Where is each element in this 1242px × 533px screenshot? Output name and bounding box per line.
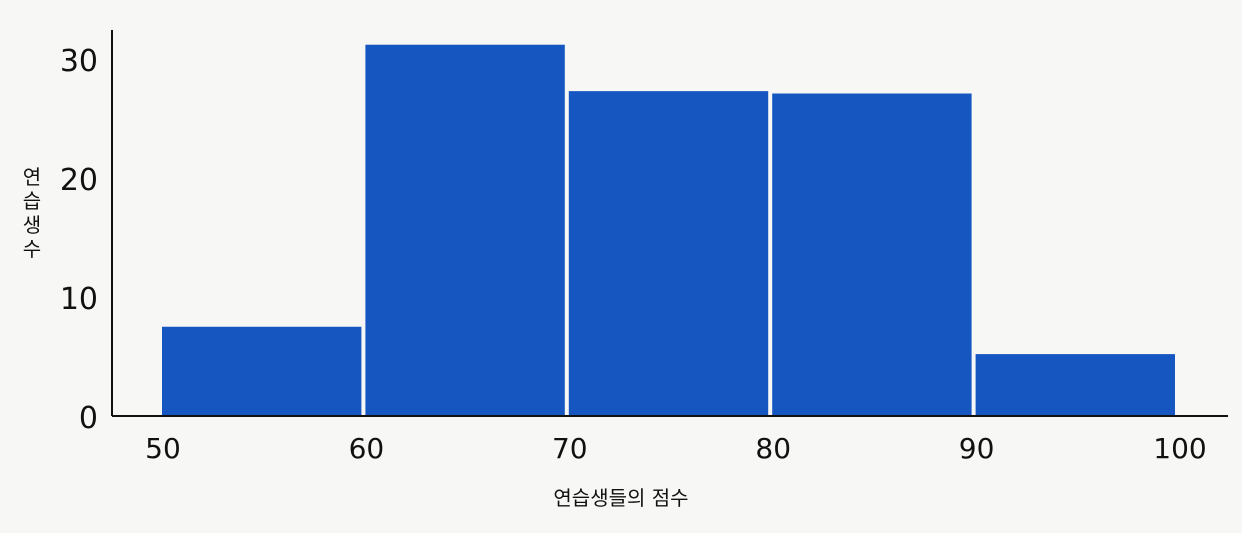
y-tick-label: 30 (60, 44, 98, 79)
histogram-bar-50-60 (162, 326, 362, 416)
y-tick-labels: 0 10 20 30 (60, 44, 98, 436)
histogram-bar-90-100 (975, 354, 1175, 416)
y-tick-label: 20 (60, 163, 98, 198)
x-tick-label: 70 (552, 432, 588, 465)
x-tick-label: 80 (755, 432, 791, 465)
bars-group (162, 44, 1175, 416)
x-tick-label: 100 (1153, 432, 1206, 465)
x-tick-label: 90 (959, 432, 995, 465)
x-tick-label: 60 (349, 432, 385, 465)
histogram-bar-70-80 (568, 91, 769, 416)
x-tick-label: 50 (145, 432, 181, 465)
y-tick-label: 0 (79, 401, 98, 436)
y-axis-label: 연습생 수 (22, 165, 42, 261)
axes-group (111, 30, 1228, 417)
x-tick-labels: 50 60 70 80 90 100 (145, 432, 1207, 465)
x-axis-label: 연습생들의 점수 (553, 486, 689, 510)
histogram-bar-60-70 (365, 44, 565, 416)
y-tick-label: 10 (60, 282, 98, 317)
histogram-bar-80-90 (772, 93, 972, 416)
